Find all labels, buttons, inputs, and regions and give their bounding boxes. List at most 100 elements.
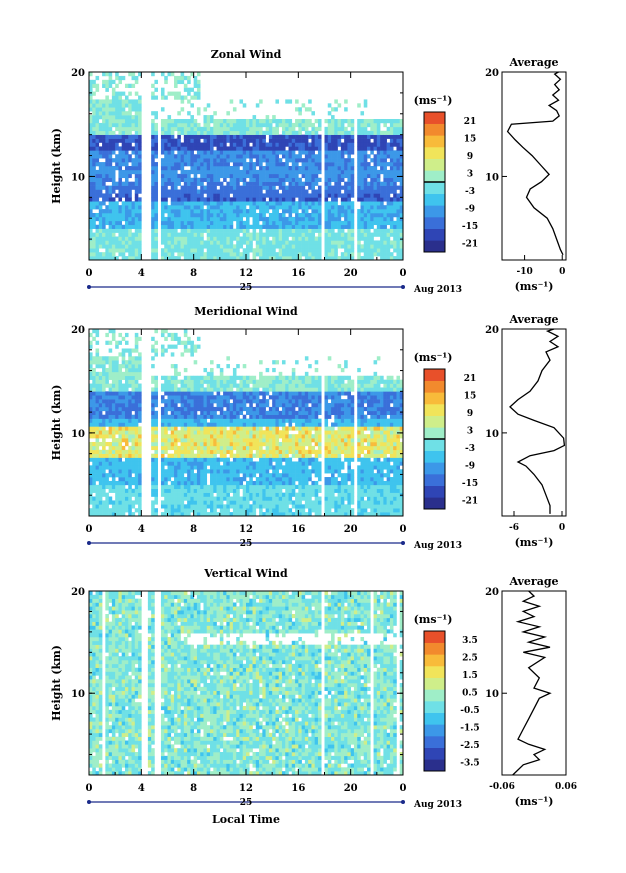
heatmap-cell (170, 150, 175, 155)
heatmap-cell (304, 150, 309, 155)
heatmap-cell (89, 240, 93, 245)
heatmap-cell (246, 201, 250, 206)
heatmap-cell (242, 391, 247, 396)
heatmap-cell (213, 504, 217, 509)
heatmap-cell (370, 209, 374, 214)
heatmap-cell (170, 391, 175, 396)
heatmap-cell (102, 418, 106, 423)
heatmap-cell (210, 197, 214, 202)
heatmap-cell (229, 134, 234, 139)
heatmap-cell (92, 166, 96, 171)
heatmap-cell (167, 122, 172, 128)
heatmap-cell (383, 193, 387, 198)
heatmap-cell (154, 173, 158, 179)
colorbar-segment (424, 112, 445, 124)
heatmap-cell (380, 169, 384, 175)
heatmap-cell (223, 492, 227, 497)
heatmap-cell (183, 492, 188, 497)
heatmap-cell (187, 406, 191, 412)
heatmap-cell (151, 375, 155, 380)
heatmap-cell (272, 166, 276, 171)
heatmap-cell (308, 162, 312, 167)
heatmap-cell (151, 453, 155, 458)
heatmap-cell (89, 197, 93, 202)
heatmap-cell (98, 488, 103, 493)
heatmap-cell (196, 387, 201, 392)
heatmap-cell (337, 138, 342, 143)
heatmap-cell (370, 193, 374, 198)
heatmap-cell (232, 399, 237, 404)
heatmap-cell (393, 256, 397, 261)
heatmap-cell (92, 418, 96, 423)
heatmap-cell (200, 142, 204, 147)
heatmap-cell (134, 492, 139, 497)
heatmap-cell (206, 414, 211, 419)
heatmap-cell (108, 72, 113, 77)
heatmap-cell (239, 480, 244, 486)
heatmap-cell (281, 122, 286, 128)
heatmap-cell (121, 201, 126, 206)
heatmap-cell (138, 453, 142, 458)
heatmap-cell (295, 122, 299, 128)
heatmap-cell (183, 126, 188, 132)
heatmap-cell (236, 383, 240, 388)
heatmap-cell (102, 142, 106, 147)
heatmap-cell (174, 465, 178, 470)
heatmap-cell (288, 185, 293, 190)
heatmap-cell (268, 201, 273, 206)
heatmap-cell (223, 236, 227, 241)
heatmap-cell (131, 356, 136, 361)
heatmap-cell (383, 181, 387, 186)
heatmap-cell (259, 205, 263, 210)
heatmap-cell (242, 445, 247, 451)
heatmap-cell (164, 119, 168, 124)
heatmap-cell (376, 134, 381, 139)
heatmap-cell (360, 224, 365, 229)
heatmap-cell (226, 209, 230, 214)
heatmap-cell (190, 484, 194, 490)
heatmap-cell (239, 169, 244, 175)
heatmap-cell (151, 138, 155, 143)
heatmap-cell (167, 256, 172, 261)
heatmap-cell (160, 434, 165, 439)
heatmap-cell (206, 213, 211, 218)
heatmap-cell (105, 508, 109, 513)
heatmap-cell (314, 162, 319, 167)
heatmap-cell (138, 512, 142, 517)
colorbar-tick-label: -15 (462, 222, 478, 232)
heatmap-cell (376, 150, 381, 155)
heatmap-cell (92, 422, 96, 427)
heatmap-cell (242, 430, 247, 435)
heatmap-cell (229, 406, 234, 412)
heatmap-cell (115, 465, 119, 470)
heatmap-cell (223, 410, 227, 416)
heatmap-cell (213, 480, 217, 486)
heatmap-cell (232, 173, 237, 179)
heatmap-cell (383, 197, 387, 202)
heatmap-cell (314, 216, 319, 222)
heatmap-cell (180, 418, 185, 423)
heatmap-cell (95, 426, 100, 431)
heatmap-cell (187, 508, 191, 513)
heatmap-cell (255, 103, 260, 108)
heatmap-cell (242, 434, 247, 439)
heatmap-cell (115, 216, 119, 222)
heatmap-cell (272, 185, 276, 190)
heatmap-cell (219, 395, 224, 400)
heatmap-cell (196, 240, 201, 245)
heatmap-cell (134, 142, 139, 147)
heatmap-cell (399, 169, 404, 175)
heatmap-cell (187, 122, 191, 128)
heatmap-cell (396, 166, 401, 171)
heatmap-cell (278, 244, 283, 249)
heatmap-cell (331, 162, 335, 167)
heatmap-cell (229, 224, 234, 229)
heatmap-cell (200, 403, 204, 408)
heatmap-cell (92, 469, 96, 474)
heatmap-cell (138, 248, 142, 253)
heatmap-cell (223, 434, 227, 439)
heatmap-cell (187, 340, 191, 345)
heatmap-cell (105, 162, 109, 167)
heatmap-cell (131, 236, 136, 241)
heatmap-cell (226, 240, 230, 245)
